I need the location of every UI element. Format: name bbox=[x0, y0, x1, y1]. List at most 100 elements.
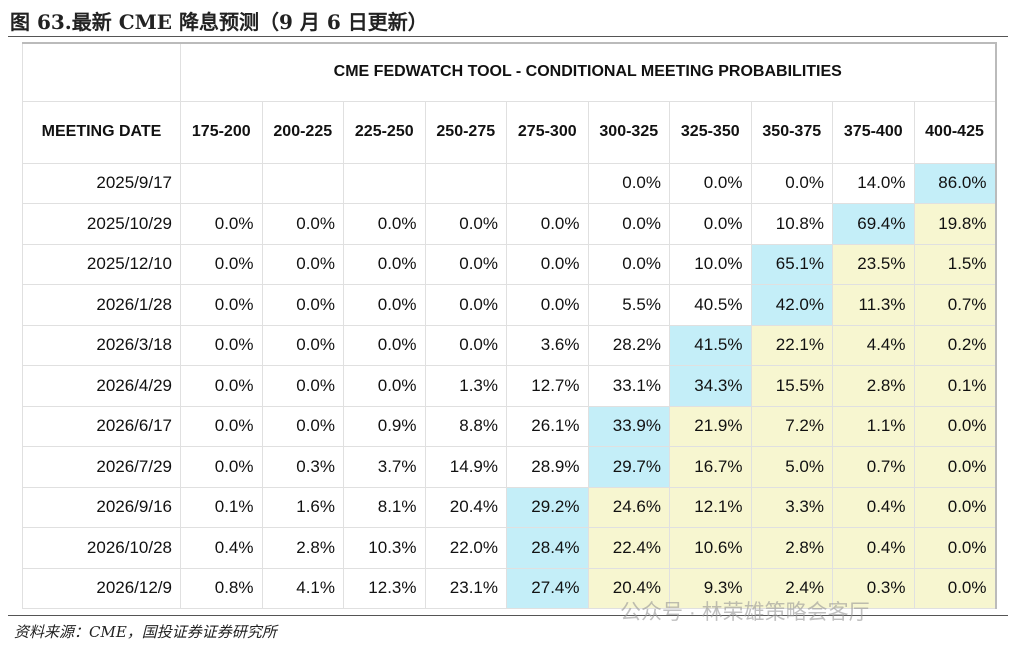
prob-cell: 0.0% bbox=[750, 162, 833, 204]
prob-cell: 0.0% bbox=[261, 324, 344, 366]
date-cell: 2025/12/10 bbox=[22, 243, 181, 285]
prob-cell: 29.7% bbox=[587, 446, 670, 488]
prob-cell bbox=[261, 162, 344, 204]
prob-cell: 5.5% bbox=[587, 284, 670, 326]
table-title: CME FEDWATCH TOOL - CONDITIONAL MEETING … bbox=[180, 42, 996, 102]
header-cell: 200-225 bbox=[261, 100, 344, 164]
prob-cell: 0.0% bbox=[261, 365, 344, 407]
figure-title: 图 63.最新 CME 降息预测（9 月 6 日更新） bbox=[10, 10, 428, 34]
prob-cell: 16.7% bbox=[669, 446, 752, 488]
prob-cell: 0.0% bbox=[913, 446, 996, 488]
prob-cell: 2.8% bbox=[261, 527, 344, 569]
prob-cell: 3.3% bbox=[750, 486, 833, 528]
date-cell: 2026/1/28 bbox=[22, 284, 181, 326]
data-row: 2026/10/28 0.4% 2.8% 10.3% 22.0% 28.4% 22.4% 10… bbox=[22, 527, 996, 569]
header-cell: 300-325 bbox=[587, 100, 670, 164]
prob-cell: 15.5% bbox=[750, 365, 833, 407]
prob-cell: 0.0% bbox=[343, 284, 426, 326]
prob-cell: 14.9% bbox=[424, 446, 507, 488]
prob-cell: 4.4% bbox=[832, 324, 915, 366]
prob-cell: 12.1% bbox=[669, 486, 752, 528]
prob-cell: 0.0% bbox=[180, 365, 263, 407]
prob-cell: 0.4% bbox=[832, 486, 915, 528]
prob-cell: 0.0% bbox=[180, 324, 263, 366]
prob-cell: 22.1% bbox=[750, 324, 833, 366]
prob-cell: 0.0% bbox=[669, 162, 752, 204]
prob-cell: 0.0% bbox=[180, 243, 263, 285]
prob-cell: 22.0% bbox=[424, 527, 507, 569]
prob-cell: 0.4% bbox=[832, 527, 915, 569]
prob-cell: 0.0% bbox=[913, 405, 996, 447]
header-cell: 250-275 bbox=[424, 100, 507, 164]
prob-cell: 27.4% bbox=[506, 567, 589, 609]
prob-cell: 12.7% bbox=[506, 365, 589, 407]
date-cell: 2026/7/29 bbox=[22, 446, 181, 488]
prob-cell: 0.0% bbox=[180, 405, 263, 447]
data-row: 2026/6/17 0.0% 0.0% 0.9% 8.8% 26.1% 33.9% 21.9%… bbox=[22, 405, 996, 447]
prob-cell: 10.3% bbox=[343, 527, 426, 569]
prob-cell: 0.0% bbox=[506, 203, 589, 245]
prob-cell: 33.9% bbox=[587, 405, 670, 447]
data-row: 2025/9/17 0.0% 0.0% 0.0% 14.0% 86.0% bbox=[22, 162, 996, 204]
prob-cell bbox=[343, 162, 426, 204]
prob-cell: 8.1% bbox=[343, 486, 426, 528]
prob-cell: 0.2% bbox=[913, 324, 996, 366]
prob-cell: 5.0% bbox=[750, 446, 833, 488]
prob-cell: 7.2% bbox=[750, 405, 833, 447]
date-cell: 2026/6/17 bbox=[22, 405, 181, 447]
prob-cell: 0.0% bbox=[913, 567, 996, 609]
prob-cell: 10.0% bbox=[669, 243, 752, 285]
data-row: 2026/3/18 0.0% 0.0% 0.0% 0.0% 3.6% 28.2% 41.5% 2… bbox=[22, 324, 996, 366]
prob-cell: 2.8% bbox=[832, 365, 915, 407]
prob-cell: 65.1% bbox=[750, 243, 833, 285]
prob-cell: 12.3% bbox=[343, 567, 426, 609]
data-row: 2026/9/16 0.1% 1.6% 8.1% 20.4% 29.2% 24.6% 12.1… bbox=[22, 486, 996, 528]
date-cell: 2026/12/9 bbox=[22, 567, 181, 609]
source-note: 资料来源：CME，国投证券证券研究所 bbox=[14, 623, 277, 641]
prob-cell: 0.0% bbox=[506, 284, 589, 326]
prob-cell: 0.1% bbox=[180, 486, 263, 528]
prob-cell: 0.0% bbox=[180, 203, 263, 245]
prob-cell: 22.4% bbox=[587, 527, 670, 569]
prob-cell: 0.8% bbox=[180, 567, 263, 609]
prob-cell: 0.0% bbox=[424, 203, 507, 245]
prob-cell: 0.0% bbox=[261, 203, 344, 245]
probability-table: CME FEDWATCH TOOL - CONDITIONAL MEETING … bbox=[22, 42, 997, 609]
header-cell: 325-350 bbox=[669, 100, 752, 164]
prob-cell: 1.6% bbox=[261, 486, 344, 528]
prob-cell: 19.8% bbox=[913, 203, 996, 245]
prob-cell: 3.6% bbox=[506, 324, 589, 366]
corner-cell bbox=[22, 42, 181, 102]
date-cell: 2026/10/28 bbox=[22, 527, 181, 569]
prob-cell: 0.9% bbox=[343, 405, 426, 447]
prob-cell: 1.3% bbox=[424, 365, 507, 407]
prob-cell: 4.1% bbox=[261, 567, 344, 609]
prob-cell: 0.7% bbox=[913, 284, 996, 326]
prob-cell: 20.4% bbox=[424, 486, 507, 528]
prob-cell: 23.1% bbox=[424, 567, 507, 609]
prob-cell: 0.0% bbox=[261, 243, 344, 285]
prob-cell: 0.0% bbox=[424, 324, 507, 366]
date-cell: 2025/10/29 bbox=[22, 203, 181, 245]
prob-cell: 41.5% bbox=[669, 324, 752, 366]
date-cell: 2026/4/29 bbox=[22, 365, 181, 407]
prob-cell: 2.8% bbox=[750, 527, 833, 569]
prob-cell: 3.7% bbox=[343, 446, 426, 488]
prob-cell: 0.0% bbox=[587, 203, 670, 245]
prob-cell: 24.6% bbox=[587, 486, 670, 528]
prob-cell: 0.0% bbox=[669, 203, 752, 245]
prob-cell: 8.8% bbox=[424, 405, 507, 447]
data-row: 2026/7/29 0.0% 0.3% 3.7% 14.9% 28.9% 29.7% 16.7… bbox=[22, 446, 996, 488]
prob-cell bbox=[506, 162, 589, 204]
prob-cell: 28.2% bbox=[587, 324, 670, 366]
prob-cell: 0.0% bbox=[261, 405, 344, 447]
prob-cell: 0.0% bbox=[261, 284, 344, 326]
data-row: 2025/10/29 0.0% 0.0% 0.0% 0.0% 0.0% 0.0% 0.0% 10… bbox=[22, 203, 996, 245]
prob-cell: 0.0% bbox=[343, 203, 426, 245]
prob-cell: 0.0% bbox=[180, 284, 263, 326]
prob-cell: 0.0% bbox=[424, 243, 507, 285]
data-row: 2026/4/29 0.0% 0.0% 0.0% 1.3% 12.7% 33.1% 34.3%… bbox=[22, 365, 996, 407]
prob-cell: 0.0% bbox=[343, 365, 426, 407]
prob-cell: 14.0% bbox=[832, 162, 915, 204]
prob-cell: 0.3% bbox=[261, 446, 344, 488]
